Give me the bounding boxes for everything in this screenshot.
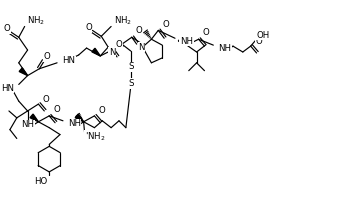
Polygon shape	[19, 68, 28, 76]
Polygon shape	[92, 48, 100, 56]
Text: HN: HN	[62, 56, 75, 65]
Text: S: S	[128, 62, 134, 71]
Text: O: O	[43, 95, 50, 104]
Text: NH: NH	[68, 119, 81, 128]
Text: N: N	[109, 48, 115, 56]
Text: O: O	[85, 23, 92, 32]
Text: O: O	[44, 52, 51, 61]
Text: O: O	[255, 37, 262, 46]
Text: O: O	[202, 28, 209, 37]
Text: HO: HO	[34, 177, 47, 186]
Text: NH$_2$: NH$_2$	[114, 14, 132, 27]
Polygon shape	[75, 114, 83, 122]
Text: O: O	[135, 26, 142, 35]
Polygon shape	[30, 114, 38, 122]
Text: N: N	[138, 43, 145, 52]
Polygon shape	[178, 37, 187, 45]
Text: 'NH$_2$: 'NH$_2$	[85, 130, 105, 143]
Text: O: O	[163, 20, 169, 29]
Text: HN: HN	[1, 84, 14, 93]
Text: NH$_2$: NH$_2$	[27, 14, 45, 27]
Text: O: O	[54, 106, 60, 114]
Text: OH: OH	[257, 31, 270, 40]
Text: NH: NH	[180, 37, 193, 46]
Text: NH: NH	[21, 120, 34, 129]
Text: O: O	[116, 40, 122, 49]
Text: O: O	[3, 24, 10, 33]
Text: S: S	[128, 79, 134, 88]
Text: O: O	[99, 106, 106, 116]
Text: NH: NH	[218, 44, 231, 53]
